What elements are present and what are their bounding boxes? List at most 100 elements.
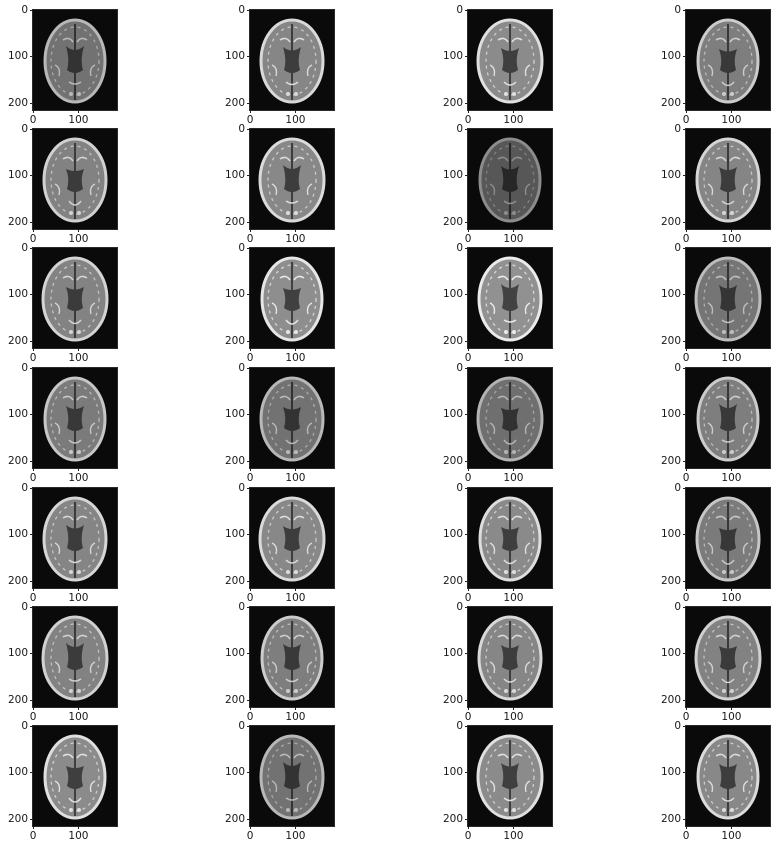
x-tick-label: 100 <box>721 352 742 364</box>
mri-slice-image <box>33 129 117 229</box>
y-tick-mark <box>683 581 686 582</box>
x-tick-mark <box>513 468 514 471</box>
y-tick-mark <box>683 414 686 415</box>
y-tick-label: 0 <box>674 362 681 374</box>
y-tick-label: 200 <box>7 694 28 706</box>
x-tick-label: 0 <box>29 114 37 126</box>
y-tick-mark <box>30 653 33 654</box>
y-tick-label: 0 <box>674 482 681 494</box>
x-tick-label: 100 <box>285 114 306 126</box>
x-tick-mark <box>78 826 79 829</box>
y-tick-mark <box>30 488 33 489</box>
x-tick-label: 0 <box>246 233 254 245</box>
y-tick-mark <box>247 653 250 654</box>
x-tick-mark <box>513 229 514 232</box>
y-tick-mark <box>247 248 250 249</box>
y-tick-mark <box>465 341 468 342</box>
y-tick-label: 200 <box>660 335 681 347</box>
y-tick-mark <box>465 103 468 104</box>
y-tick-mark <box>683 103 686 104</box>
y-tick-label: 100 <box>224 50 245 62</box>
y-tick-label: 200 <box>7 97 28 109</box>
x-tick-label: 100 <box>68 352 89 364</box>
x-tick-mark <box>33 110 34 113</box>
x-tick-mark <box>250 348 251 351</box>
y-tick-label: 0 <box>21 362 28 374</box>
y-tick-label: 200 <box>224 455 245 467</box>
y-tick-label: 0 <box>21 4 28 16</box>
y-tick-mark <box>465 10 468 11</box>
y-tick-label: 200 <box>442 813 463 825</box>
y-tick-mark <box>247 461 250 462</box>
y-tick-label: 100 <box>7 169 28 181</box>
x-tick-label: 100 <box>721 711 742 723</box>
y-tick-mark <box>683 294 686 295</box>
y-tick-mark <box>30 56 33 57</box>
x-tick-label: 100 <box>285 830 306 842</box>
y-tick-mark <box>30 222 33 223</box>
y-tick-label: 200 <box>442 575 463 587</box>
x-tick-mark <box>33 348 34 351</box>
x-tick-mark <box>731 110 732 113</box>
mri-slice-image <box>468 129 552 229</box>
x-tick-mark <box>513 826 514 829</box>
mri-slice-image <box>250 488 334 588</box>
x-tick-label: 0 <box>682 830 690 842</box>
x-tick-label: 0 <box>682 592 690 604</box>
x-tick-mark <box>250 468 251 471</box>
y-tick-label: 100 <box>660 288 681 300</box>
y-tick-label: 0 <box>238 720 245 732</box>
y-tick-label: 200 <box>660 575 681 587</box>
y-tick-label: 0 <box>456 242 463 254</box>
y-tick-mark <box>465 248 468 249</box>
x-tick-label: 0 <box>464 233 472 245</box>
x-tick-label: 100 <box>285 352 306 364</box>
mri-slice-image <box>686 368 770 468</box>
x-tick-label: 100 <box>721 114 742 126</box>
x-tick-mark <box>295 229 296 232</box>
y-tick-mark <box>465 772 468 773</box>
y-tick-label: 0 <box>674 123 681 135</box>
y-tick-label: 100 <box>7 647 28 659</box>
y-tick-label: 0 <box>238 242 245 254</box>
x-tick-mark <box>295 348 296 351</box>
mri-slice-image <box>468 248 552 348</box>
mri-slice-image <box>468 368 552 468</box>
y-tick-label: 0 <box>674 242 681 254</box>
x-tick-label: 100 <box>503 711 524 723</box>
y-tick-mark <box>683 368 686 369</box>
x-tick-label: 0 <box>464 711 472 723</box>
y-tick-mark <box>465 175 468 176</box>
y-tick-mark <box>30 726 33 727</box>
y-tick-mark <box>465 726 468 727</box>
y-tick-mark <box>247 534 250 535</box>
y-tick-mark <box>247 294 250 295</box>
mri-slice-image <box>250 607 334 707</box>
x-tick-mark <box>513 588 514 591</box>
y-tick-mark <box>247 10 250 11</box>
x-tick-label: 0 <box>682 711 690 723</box>
x-tick-mark <box>731 468 732 471</box>
mri-slice-image <box>250 10 334 110</box>
y-tick-label: 100 <box>660 647 681 659</box>
y-tick-mark <box>247 368 250 369</box>
y-tick-label: 0 <box>674 4 681 16</box>
x-tick-mark <box>468 229 469 232</box>
x-tick-label: 100 <box>68 472 89 484</box>
y-tick-mark <box>247 129 250 130</box>
x-tick-label: 100 <box>68 711 89 723</box>
mri-slice-image <box>686 10 770 110</box>
y-tick-label: 100 <box>224 528 245 540</box>
y-tick-mark <box>683 129 686 130</box>
y-tick-mark <box>683 175 686 176</box>
y-tick-mark <box>30 607 33 608</box>
x-tick-mark <box>295 826 296 829</box>
y-tick-label: 100 <box>442 647 463 659</box>
x-tick-label: 0 <box>29 352 37 364</box>
x-tick-label: 100 <box>503 114 524 126</box>
y-tick-label: 200 <box>7 455 28 467</box>
y-tick-label: 200 <box>660 694 681 706</box>
y-tick-label: 0 <box>238 601 245 613</box>
y-tick-mark <box>465 368 468 369</box>
x-tick-mark <box>33 826 34 829</box>
